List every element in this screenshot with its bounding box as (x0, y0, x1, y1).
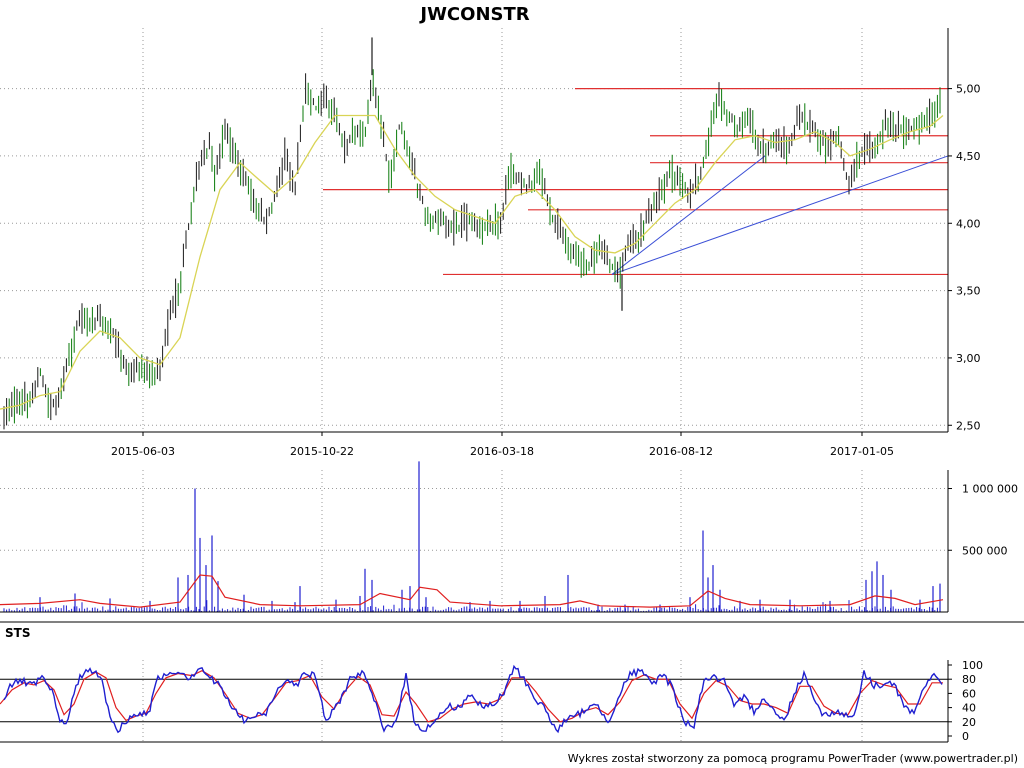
price-x-axis: 2015-06-03 2015-10-22 2016-03-18 2016-08-12… (111, 432, 894, 458)
price-xtick-label: 2017-01-05 (830, 445, 894, 458)
sts-ytick-label: 0 (962, 730, 969, 743)
price-xtick-label: 2016-03-18 (470, 445, 534, 458)
price-grid (0, 28, 948, 432)
volume-ytick-label: 500 000 (962, 544, 1008, 557)
volume-bars (3, 461, 941, 612)
price-ytick-label: 3,00 (956, 352, 981, 365)
candlestick-series (3, 37, 941, 430)
sts-ytick-label: 100 (962, 659, 983, 672)
sts-grid (142, 660, 863, 742)
volume-moving-average (0, 574, 944, 608)
support-resistance-lines (323, 87, 948, 276)
footer-credit: Wykres został stworzony za pomocą progra… (568, 752, 1018, 765)
sts-ytick-label: 40 (962, 702, 976, 715)
moving-average-line (0, 114, 944, 410)
sts-reference-lines (0, 678, 948, 723)
price-ytick-label: 5,00 (956, 83, 981, 96)
price-ytick-label: 3,50 (956, 285, 981, 298)
volume-ytick-label: 1 000 000 (962, 483, 1018, 496)
sts-label: STS (5, 626, 30, 640)
price-ytick-label: 2,50 (956, 419, 981, 432)
sts-ytick-label: 60 (962, 687, 976, 700)
volume-grid (0, 470, 948, 612)
trend-line-0 (611, 155, 766, 275)
trend-lines (611, 155, 949, 275)
sts-ytick-label: 20 (962, 716, 976, 729)
price-xtick-label: 2015-06-03 (111, 445, 175, 458)
price-ytick-label: 4,00 (956, 217, 981, 230)
sts-ytick-label: 80 (962, 673, 976, 686)
price-y-axis: 2,50 3,00 3,50 4,00 4,50 5,00 (948, 83, 981, 432)
sts-main-line (3, 664, 943, 734)
price-xtick-label: 2015-10-22 (290, 445, 354, 458)
price-panel: 2,503,003,504,004,505,00 2015-06-03 2015-… (0, 28, 981, 458)
volume-panel: 500 000 1 000 000 (0, 461, 1018, 613)
price-ytick-label: 4,50 (956, 150, 981, 163)
trend-line-1 (611, 155, 949, 275)
price-xtick-label: 2016-08-12 (649, 445, 713, 458)
chart-title: JWCONSTR (418, 4, 529, 25)
volume-y-axis: 500 000 1 000 000 (948, 483, 1018, 557)
